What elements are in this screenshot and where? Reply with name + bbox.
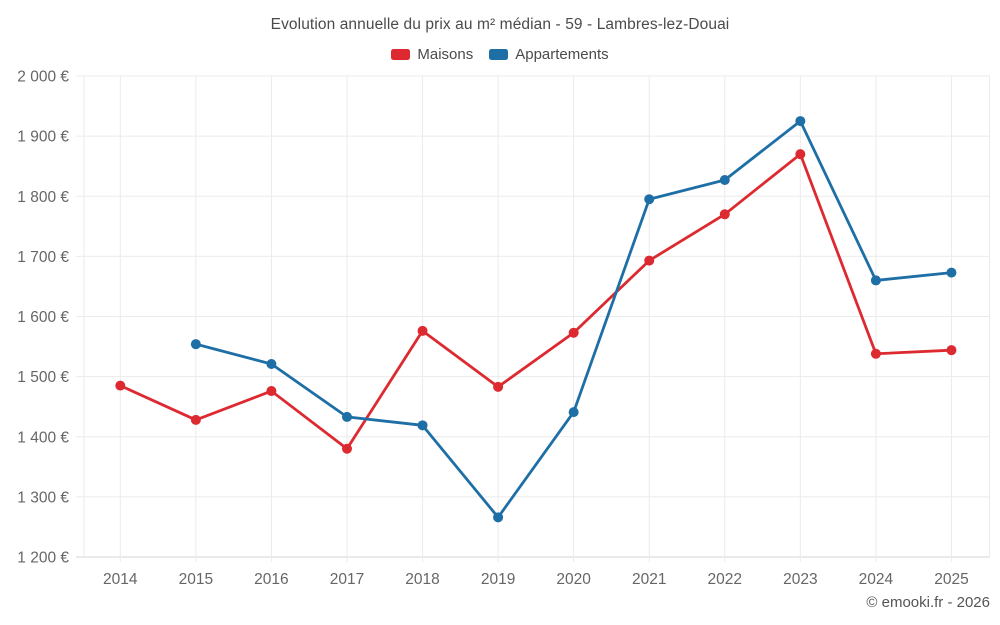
y-axis-tick-label: 1 600 € <box>17 309 69 326</box>
chart-legend: Maisons Appartements <box>0 46 1000 63</box>
data-point-maisons <box>341 443 352 454</box>
y-axis-tick-label: 1 900 € <box>17 129 69 146</box>
y-axis-tick-label: 1 200 € <box>17 550 69 567</box>
legend-label-appartements: Appartements <box>515 46 609 63</box>
y-axis-tick-label: 2 000 € <box>17 69 69 86</box>
chart-title: Evolution annuelle du prix au m² médian … <box>270 16 730 33</box>
legend-item-appartements[interactable]: Appartements <box>489 46 609 63</box>
copyright-footer: © emooki.fr - 2026 <box>866 594 990 611</box>
data-point-maisons <box>190 414 201 425</box>
data-point-appartements <box>795 116 806 127</box>
data-point-maisons <box>644 255 655 266</box>
y-axis-tick-label: 1 500 € <box>17 369 69 386</box>
x-axis-tick-label: 2018 <box>405 571 439 588</box>
appartements-swatch-icon <box>489 49 509 60</box>
y-axis-tick-label: 1 300 € <box>17 489 69 506</box>
legend-label-maisons: Maisons <box>417 46 474 63</box>
data-point-appartements <box>190 339 201 350</box>
data-point-appartements <box>417 420 428 431</box>
data-point-appartements <box>341 411 352 422</box>
x-axis-tick-label: 2023 <box>783 571 817 588</box>
x-axis-tick-label: 2017 <box>330 571 364 588</box>
y-axis-tick-label: 1 700 € <box>17 249 69 266</box>
x-axis-tick-label: 2020 <box>556 571 591 588</box>
y-axis-tick-label: 1 800 € <box>17 189 69 206</box>
x-axis-tick-label: 2016 <box>254 571 288 588</box>
data-point-appartements <box>493 512 504 523</box>
data-point-maisons <box>115 380 126 391</box>
data-point-appartements <box>870 275 881 286</box>
x-axis-tick-label: 2022 <box>708 571 742 588</box>
data-point-appartements <box>266 358 277 369</box>
data-point-maisons <box>266 386 277 397</box>
data-point-maisons <box>719 209 730 220</box>
x-axis-tick-label: 2025 <box>934 571 968 588</box>
data-point-appartements <box>644 194 655 205</box>
data-point-maisons <box>795 149 806 160</box>
x-axis-tick-label: 2015 <box>179 571 213 588</box>
y-axis-tick-label: 1 400 € <box>17 429 69 446</box>
x-axis-tick-label: 2024 <box>859 571 894 588</box>
x-axis-tick-label: 2014 <box>103 571 138 588</box>
data-point-appartements <box>946 267 957 278</box>
data-point-maisons <box>870 348 881 359</box>
series-line-maisons <box>118 152 953 451</box>
x-axis-tick-label: 2019 <box>481 571 515 588</box>
data-point-maisons <box>946 345 957 356</box>
legend-item-maisons[interactable]: Maisons <box>391 46 473 63</box>
x-axis-tick-label: 2021 <box>632 571 666 588</box>
maisons-swatch-icon <box>391 49 411 60</box>
data-point-appartements <box>719 175 730 186</box>
data-point-maisons <box>568 327 579 338</box>
data-point-maisons <box>493 381 504 392</box>
data-point-maisons <box>417 325 428 336</box>
data-point-appartements <box>568 407 579 418</box>
